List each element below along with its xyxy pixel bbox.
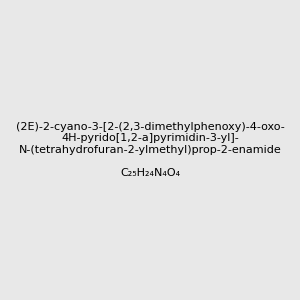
Text: (2E)-2-cyano-3-[2-(2,3-dimethylphenoxy)-4-oxo-
4H-pyrido[1,2-a]pyrimidin-3-yl]-
: (2E)-2-cyano-3-[2-(2,3-dimethylphenoxy)-… <box>16 122 284 178</box>
